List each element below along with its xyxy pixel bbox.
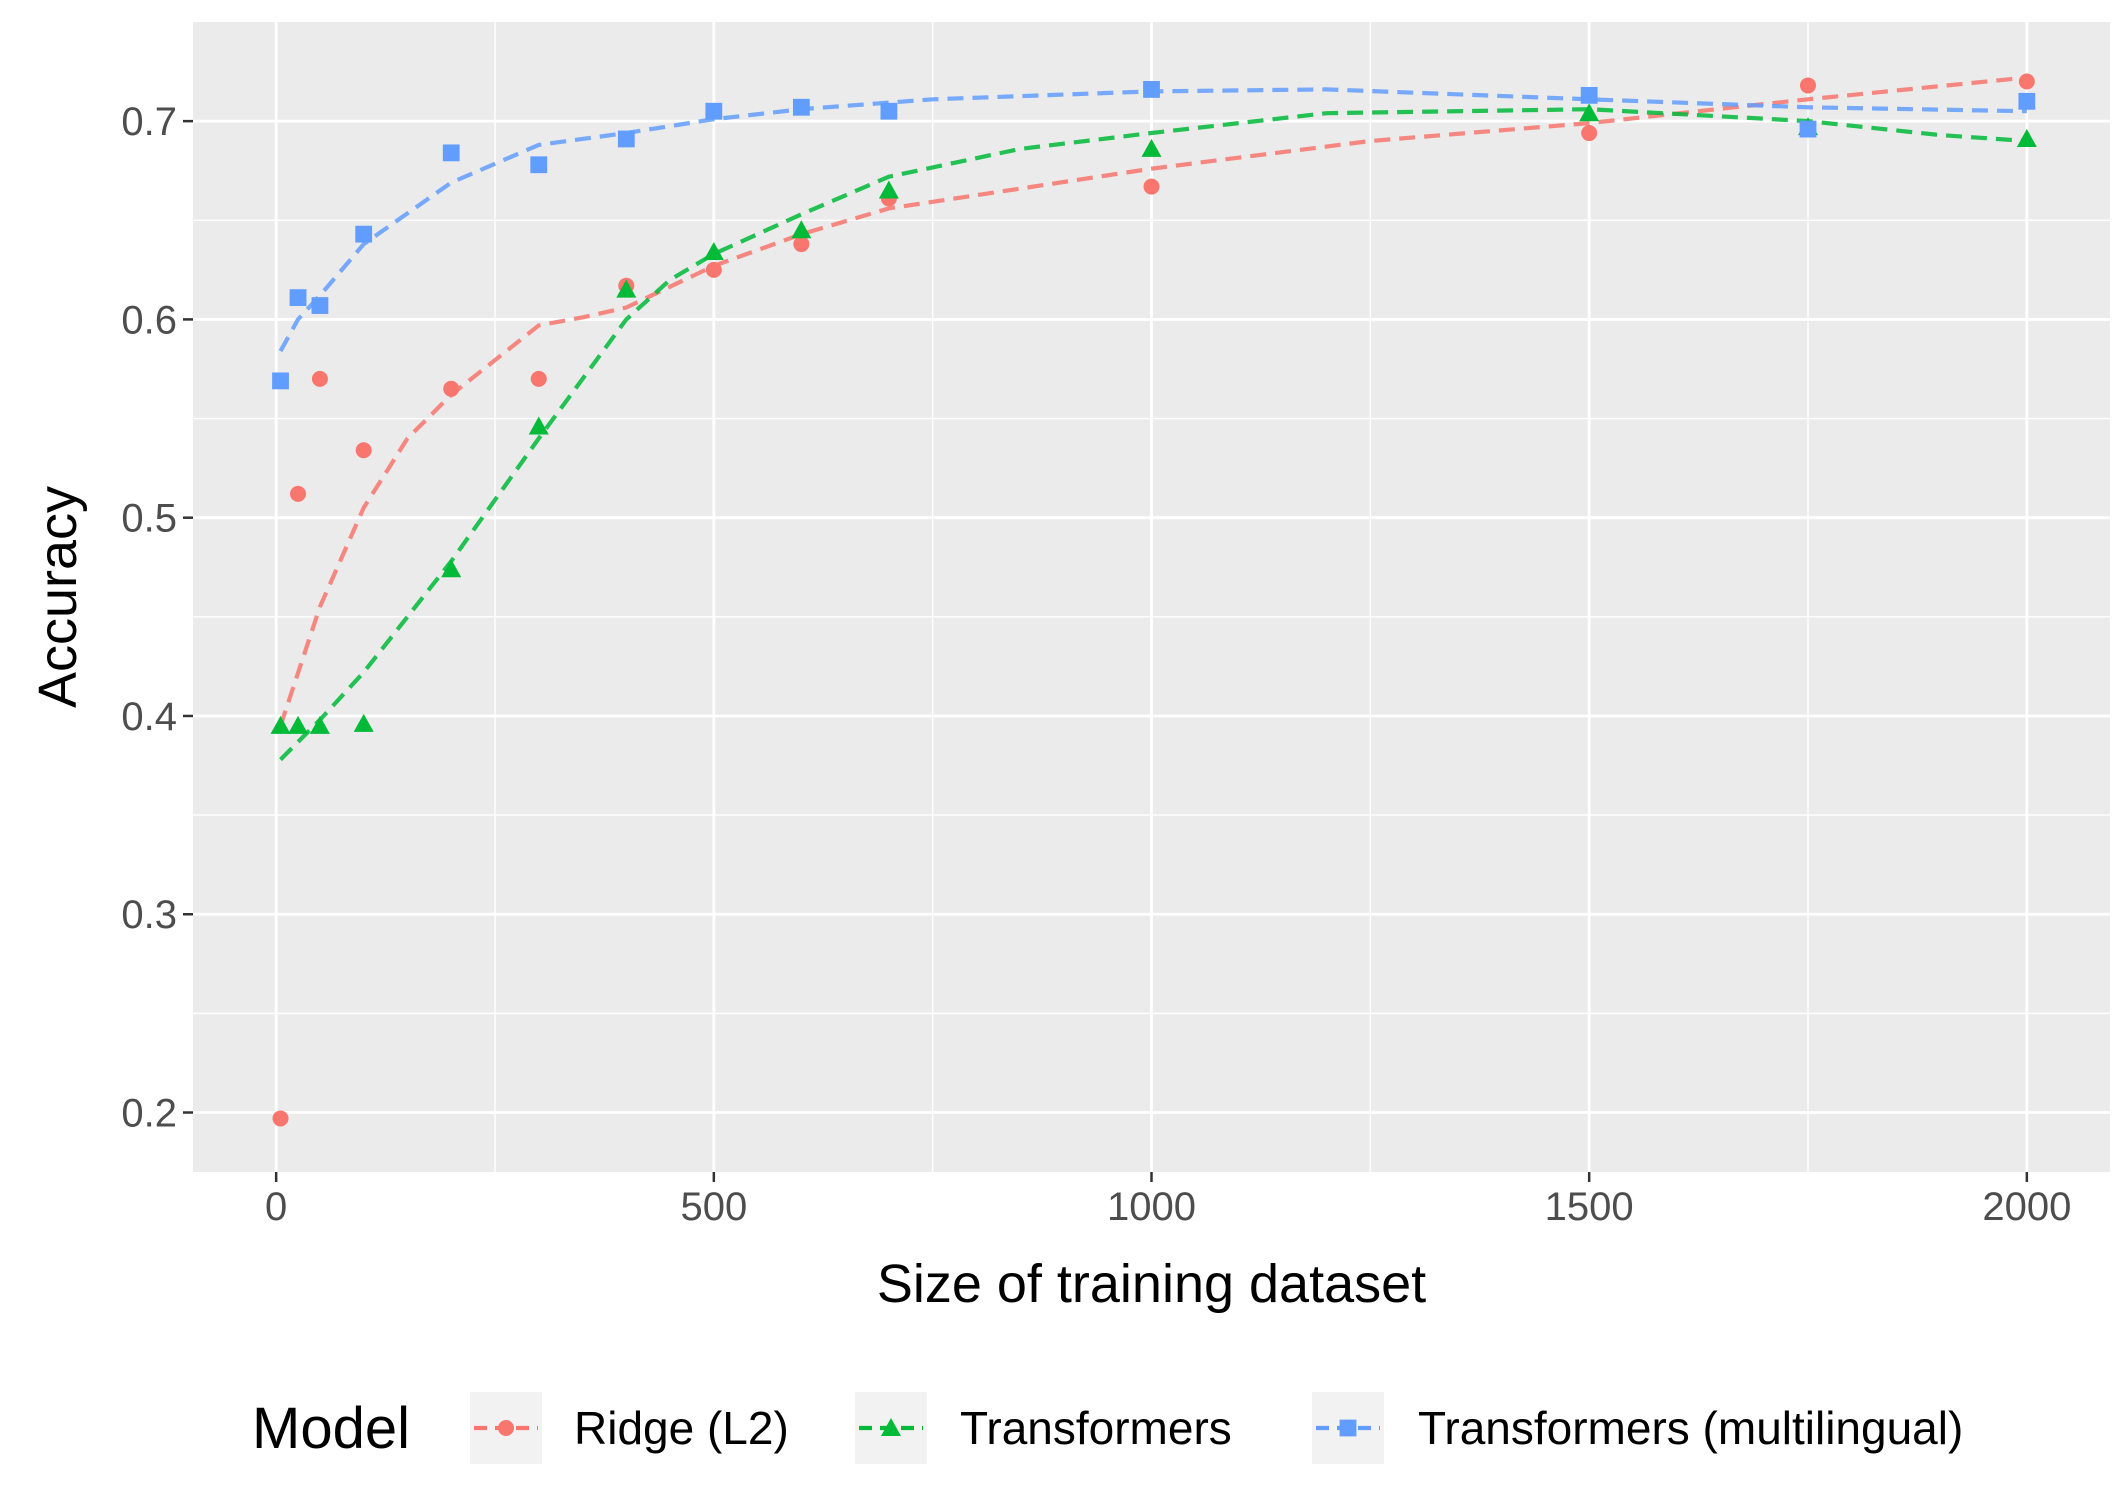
x-tick-label: 1000 <box>1107 1185 1196 1229</box>
legend-title: Model <box>252 1396 410 1461</box>
data-point-series-1 <box>793 236 810 253</box>
data-point-series-3 <box>792 98 810 116</box>
x-axis-title: Size of training dataset <box>877 1254 1426 1314</box>
data-point-series-2 <box>791 220 812 239</box>
data-points <box>270 73 2037 1127</box>
data-point-series-1 <box>311 370 328 387</box>
data-point-series-2 <box>528 416 549 435</box>
data-point-series-3 <box>2018 92 2036 110</box>
data-point-series-3 <box>1580 86 1598 104</box>
data-point-series-2 <box>309 715 330 734</box>
y-tick-label: 0.5 <box>121 497 177 541</box>
data-point-series-2 <box>1141 138 1162 157</box>
data-point-series-2 <box>878 180 899 199</box>
y-axis: 0.2 0.3 0.4 0.5 0.6 0.7 <box>121 100 193 1136</box>
major-gridlines <box>193 22 2110 1172</box>
data-point-series-3 <box>1143 81 1160 98</box>
y-tick-label: 0.3 <box>121 893 177 937</box>
data-point-series-1 <box>1581 125 1598 142</box>
y-tick-label: 0.6 <box>121 298 177 342</box>
data-point-series-2 <box>270 715 291 734</box>
legend-label: Transformers (multilingual) <box>1418 1402 1963 1454</box>
data-point-series-2 <box>288 715 309 734</box>
y-tick-label: 0.7 <box>121 100 177 144</box>
data-point-series-2 <box>703 242 724 260</box>
x-axis: 0 500 1000 1500 2000 <box>265 1172 2071 1229</box>
x-tick-label: 1500 <box>1545 1185 1634 1229</box>
data-point-series-2 <box>1579 103 1600 122</box>
data-point-series-1 <box>355 442 372 459</box>
legend-key-marker <box>1339 1419 1357 1437</box>
data-point-series-3 <box>355 225 373 243</box>
data-point-series-3 <box>442 144 460 162</box>
data-point-series-3 <box>530 156 548 174</box>
x-tick-label: 500 <box>680 1185 747 1229</box>
data-point-series-1 <box>1800 77 1817 94</box>
y-tick-label: 0.2 <box>121 1092 177 1136</box>
data-point-series-3 <box>1799 120 1817 138</box>
data-point-series-1 <box>705 261 722 278</box>
data-point-series-2 <box>441 559 462 578</box>
data-point-series-3 <box>272 372 289 390</box>
data-point-series-2 <box>616 279 637 298</box>
legend: Model Ridge (L2) Transformers Transformers… <box>252 1392 1963 1464</box>
trend-line-series-2 <box>279 107 2027 762</box>
data-point-series-3 <box>705 102 723 120</box>
legend-key-marker <box>881 1418 901 1436</box>
legend-label: Transformers <box>960 1402 1232 1454</box>
data-point-series-1 <box>530 370 547 387</box>
legend-key-marker <box>498 1420 514 1436</box>
data-point-series-3 <box>880 102 898 120</box>
data-point-series-3 <box>311 297 329 314</box>
legend-label: Ridge (L2) <box>574 1402 789 1454</box>
data-point-series-1 <box>443 380 460 397</box>
data-point-series-1 <box>1143 178 1160 195</box>
data-point-series-2 <box>2016 128 2037 147</box>
y-tick-label: 0.4 <box>121 695 177 739</box>
data-point-series-3 <box>617 130 635 148</box>
x-tick-label: 0 <box>265 1185 287 1229</box>
data-point-series-1 <box>290 485 307 502</box>
x-tick-label: 2000 <box>1982 1185 2071 1229</box>
data-point-series-1 <box>272 1110 289 1127</box>
data-point-series-1 <box>2018 73 2035 90</box>
y-axis-title: Accuracy <box>28 486 88 708</box>
data-point-series-2 <box>353 713 374 732</box>
data-point-series-3 <box>289 289 307 307</box>
